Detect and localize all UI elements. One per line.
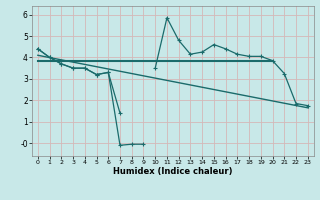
X-axis label: Humidex (Indice chaleur): Humidex (Indice chaleur) <box>113 167 233 176</box>
